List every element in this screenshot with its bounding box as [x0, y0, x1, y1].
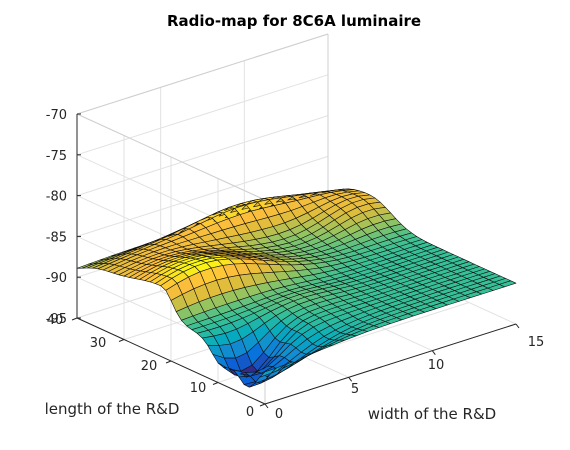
x-axis-label: width of the R&D: [368, 405, 496, 423]
y-tick-label: 20: [141, 359, 158, 374]
z-tick-label: -95: [46, 312, 67, 327]
x-tick-mark: [515, 323, 520, 329]
surface-patch: [499, 280, 517, 288]
grid-line: [76, 115, 329, 197]
x-tick-label: 0: [275, 407, 283, 422]
z-tick-label: -70: [46, 108, 67, 123]
z-tick-label: -85: [46, 230, 67, 245]
x-tick-label: 5: [351, 382, 359, 397]
z-tick-label: -75: [46, 149, 67, 164]
y-axis-label: length of the R&D: [45, 400, 180, 418]
x-tick-label: 15: [528, 335, 545, 350]
x-axis-line: [264, 323, 517, 405]
x-tick-label: 10: [428, 358, 445, 373]
y-tick-label: 10: [190, 381, 207, 396]
z-tick-label: -80: [46, 190, 67, 205]
x-tick-mark: [264, 403, 269, 409]
y-tick-mark: [118, 339, 125, 342]
box-edge: [76, 113, 266, 201]
grid-line: [76, 74, 329, 156]
chart-title: Radio-map for 8C6A luminaire: [167, 12, 421, 30]
box-edge: [76, 33, 329, 115]
z-tick-label: -90: [46, 271, 67, 286]
y-tick-mark: [259, 403, 266, 407]
y-tick-label: 30: [90, 336, 107, 351]
surface-layer: [76, 188, 517, 388]
y-tick-label: 40: [47, 313, 64, 328]
tick-layer: 0 5 10 15 0 10 20 30 40 -70 -75 -80 -85 -90 -95: [46, 108, 545, 422]
y-tick-label: 0: [246, 405, 254, 420]
y-tick-mark: [71, 317, 78, 321]
grid-line: [76, 155, 329, 237]
y-tick-mark: [212, 382, 219, 385]
y-tick-mark: [165, 360, 172, 364]
x-tick-mark: [431, 350, 436, 355]
x-tick-mark: [348, 377, 353, 382]
